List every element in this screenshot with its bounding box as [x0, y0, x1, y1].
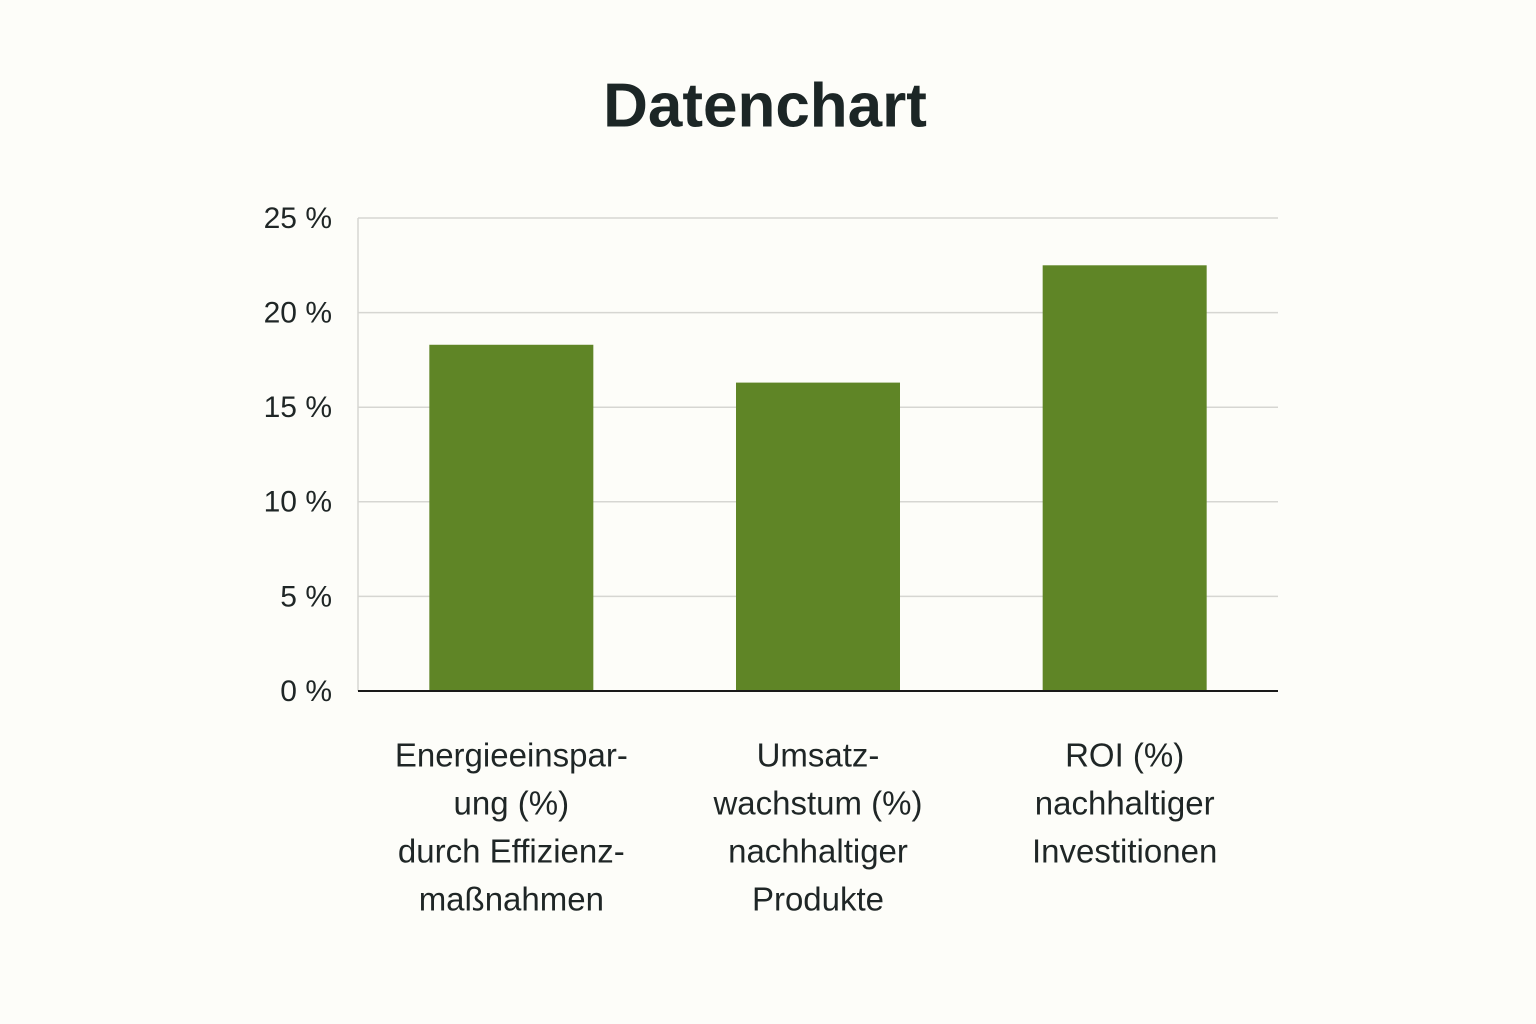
x-tick-label: durch Effizienz- [398, 833, 625, 870]
x-tick-label: nachhaltiger [1035, 785, 1215, 822]
x-tick-label: ROI (%) [1065, 737, 1184, 774]
bar [1042, 265, 1207, 691]
x-tick-label: Umsatz- [757, 737, 880, 774]
y-tick-label: 5 % [280, 580, 332, 613]
x-tick-label: Energieeinspar- [395, 737, 628, 774]
y-tick-label: 10 % [264, 486, 332, 519]
y-tick-label: 20 % [264, 297, 332, 330]
x-tick-label: wachstum (%) [712, 785, 922, 822]
bar [429, 344, 594, 691]
x-tick-label: Investitionen [1032, 833, 1217, 870]
y-tick-label: 25 % [264, 202, 332, 235]
x-tick-label: maßnahmen [419, 881, 604, 918]
x-tick-label: ung (%) [454, 785, 570, 822]
x-tick-label: Produkte [752, 881, 884, 918]
bar [736, 382, 900, 691]
y-tick-label: 15 % [264, 391, 332, 424]
chart-title: Datenchart [603, 71, 927, 140]
x-tick-label: nachhaltiger [728, 833, 908, 870]
y-tick-label: 0 % [280, 675, 332, 708]
